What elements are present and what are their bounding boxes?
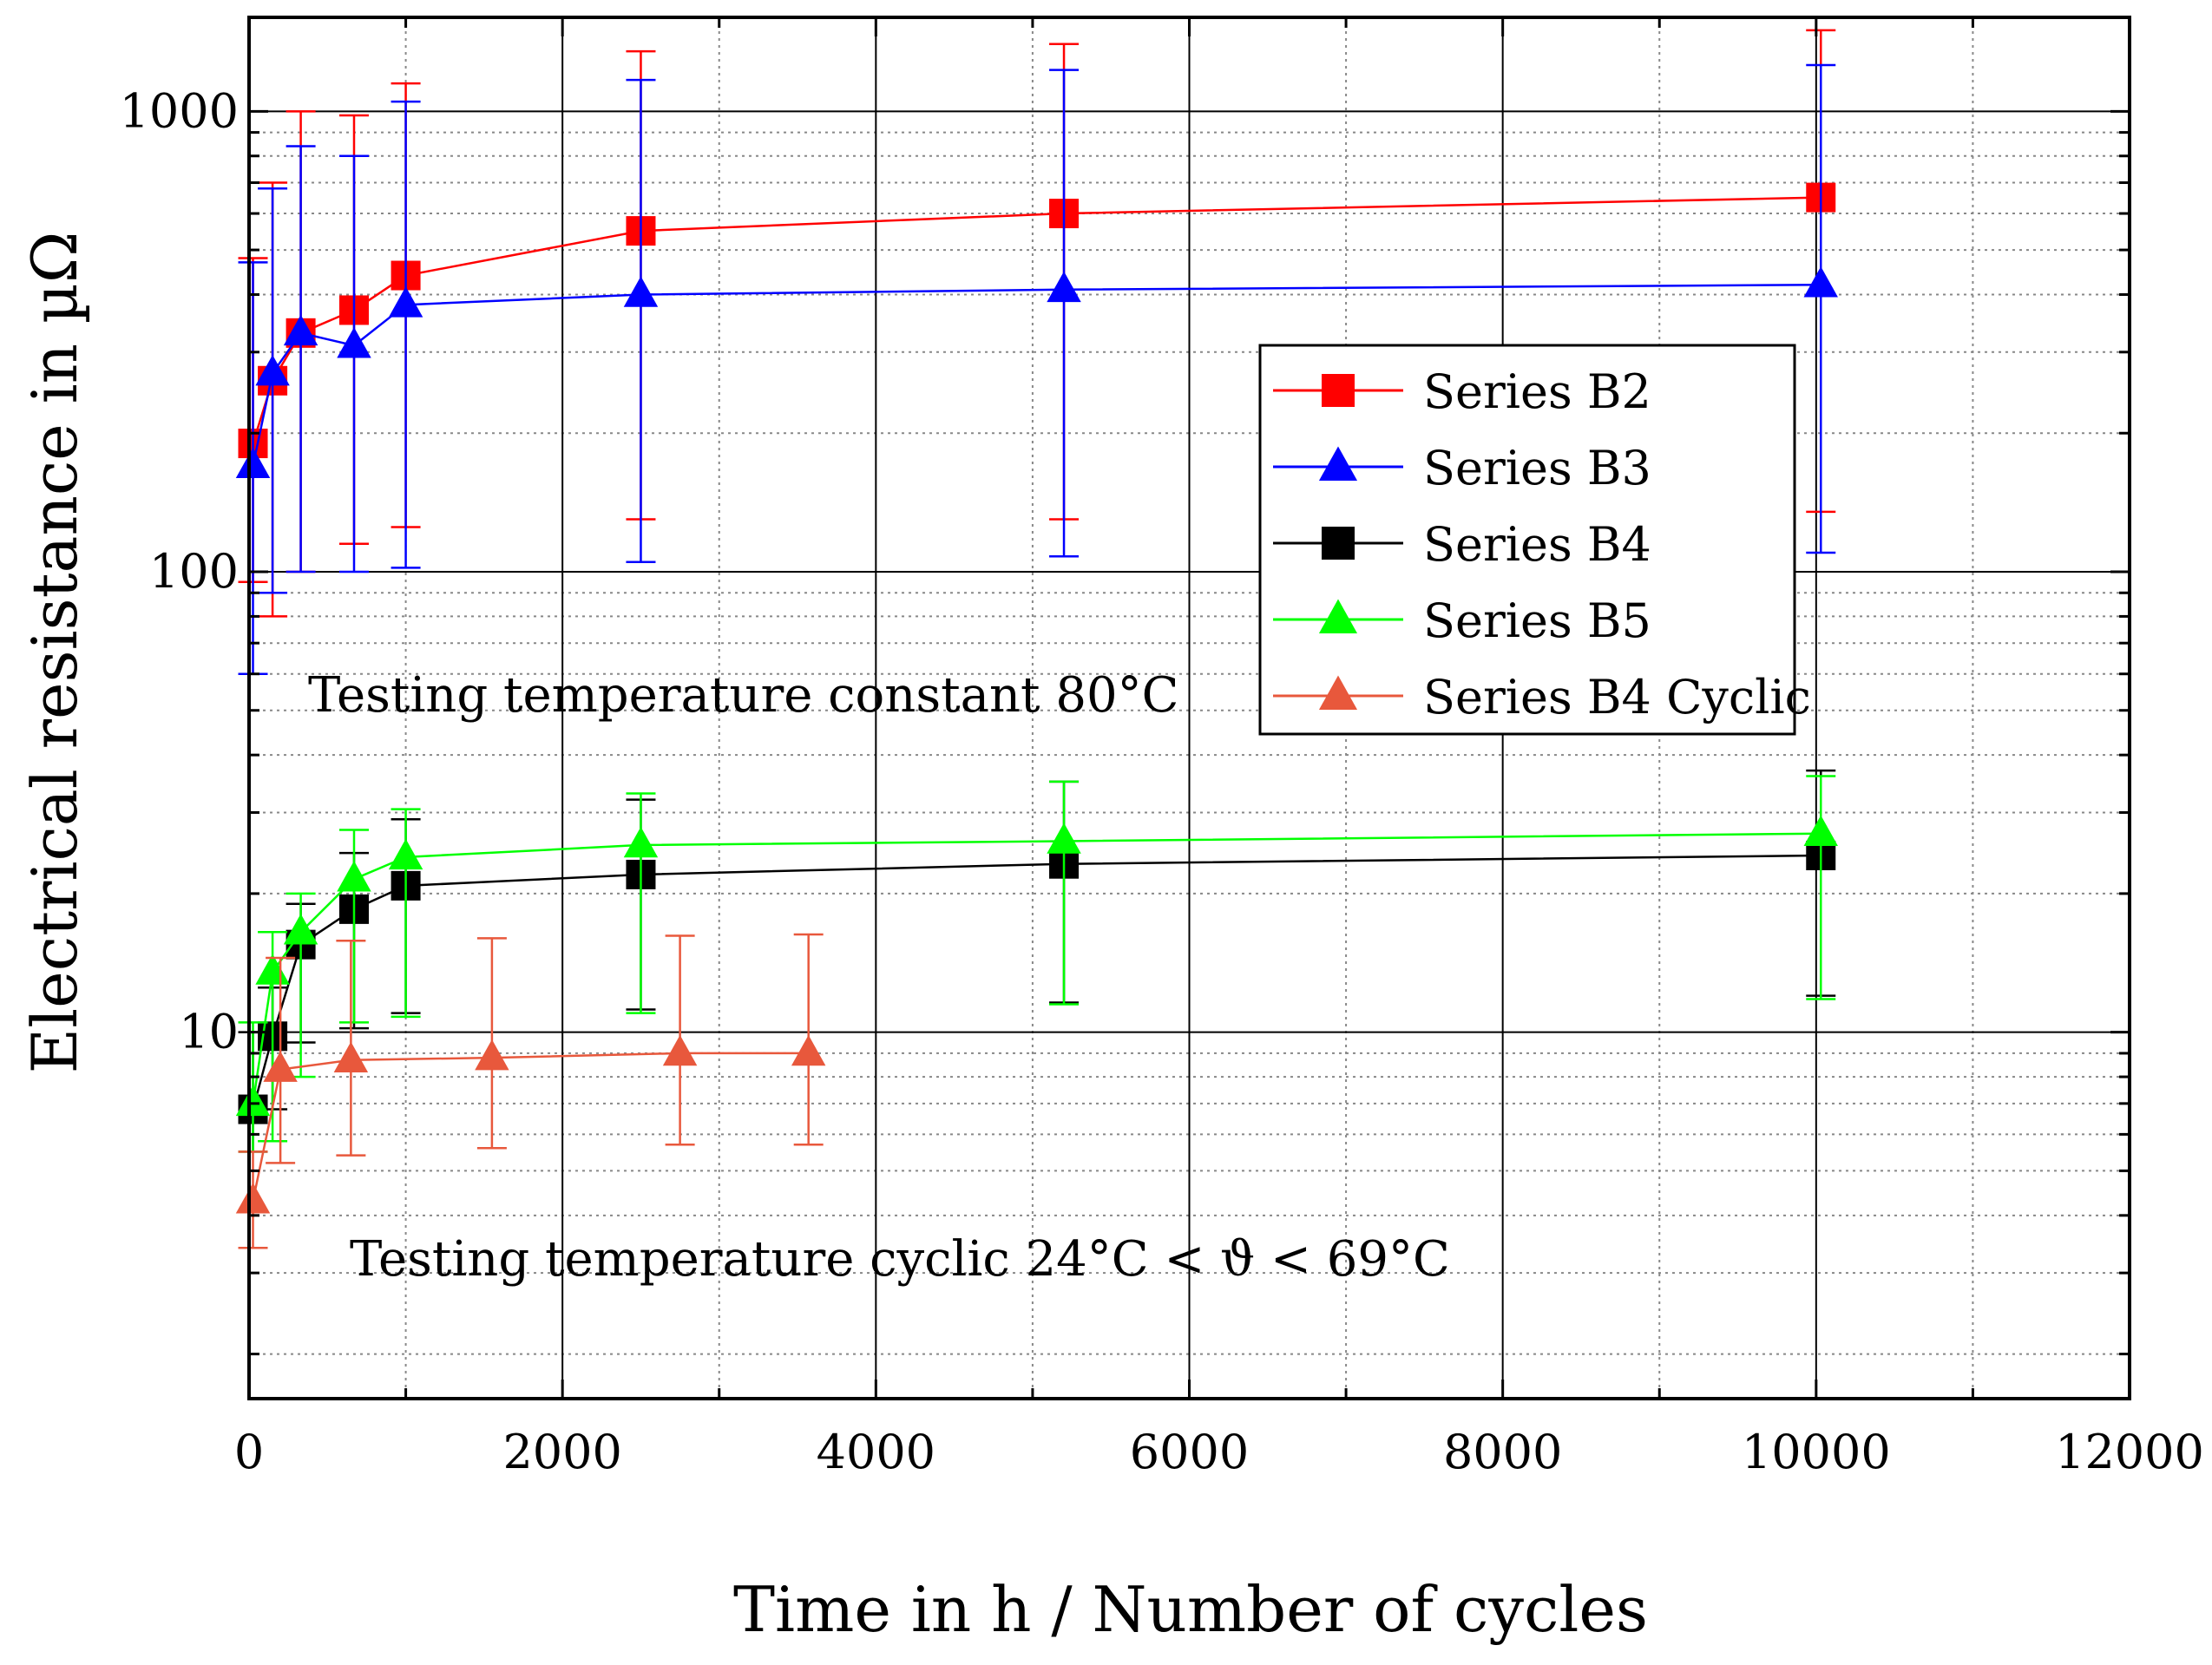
x-tick-label: 6000 [1130,1425,1249,1479]
legend-marker [1322,374,1355,407]
data-point [623,826,659,858]
data-point [1803,266,1838,298]
legend-item-series-b4-cyclic: Series B4 Cyclic [1273,670,1811,724]
annotation-cyclic-temperature: Testing temperature cyclic 24°C < ϑ < 69… [350,1231,1450,1288]
data-point [791,1034,826,1066]
legend-marker [1318,446,1358,481]
y-axis-title: Electrical resistance in µΩ [18,232,91,1074]
data-point [475,1039,509,1071]
data-point [263,1051,298,1082]
x-tick-label: 10000 [1742,1425,1891,1479]
legend-label: Series B4 [1423,517,1651,572]
y-tick-label: 10 [179,1005,239,1059]
data-point [337,327,371,358]
annotation-constant-temperature: Testing temperature constant 80°C [308,667,1178,724]
data-point [283,314,318,346]
data-point [623,276,659,307]
x-tick-labels: 0 2000 4000 6000 8000 10000 12000 [234,1425,2204,1479]
x-tick-label: 2000 [502,1425,621,1479]
series [235,29,1838,1249]
series-line [252,854,1821,1110]
x-axis-title: Time in h / Number of cycles [733,1573,1648,1646]
data-point [235,1183,271,1214]
data-point [388,838,423,870]
legend-marker [1318,675,1358,710]
data-point [1047,271,1081,303]
data-point [283,914,318,945]
data-point [333,1041,369,1073]
legend-label: Series B2 [1423,364,1651,419]
x-tick-label: 0 [234,1425,264,1479]
plot-frame [247,16,2131,1400]
legend-item-series-b2: Series B2 [1273,364,1651,419]
data-point [235,447,271,478]
legend-label: Series B3 [1423,441,1651,495]
series-series-b5 [235,775,1838,1153]
grid [249,17,2130,1399]
data-point [235,1085,271,1117]
legend-items: Series B2 Series B3 Series B4 Series B5 Seri… [1273,364,1811,724]
y-tick-label: 100 [149,544,239,599]
series-line [252,1052,809,1202]
legend-item-series-b3: Series B3 [1273,441,1651,495]
legend-item-series-b5: Series B5 [1273,593,1651,648]
series-series-b4-cyclic [235,933,826,1249]
data-point [1047,823,1081,854]
legend-marker [1318,599,1358,633]
annotations: Testing temperature constant 80°C Testin… [308,667,1450,1288]
x-tick-label: 8000 [1443,1425,1562,1479]
legend-item-series-b4: Series B4 [1273,517,1651,572]
data-point [388,286,423,318]
data-point [255,354,290,386]
x-tick-label: 4000 [817,1425,935,1479]
data-point [337,861,371,892]
y-tick-labels: 10 100 1000 [120,83,239,1059]
series-series-b3 [235,63,1838,675]
data-point [1803,815,1838,847]
legend-marker [1322,527,1355,560]
data-point [662,1034,698,1066]
y-tick-label: 1000 [120,83,239,138]
legend-label: Series B5 [1423,593,1651,648]
x-tick-label: 12000 [2055,1425,2204,1479]
legend-label: Series B4 Cyclic [1423,670,1811,724]
legend: Series B2 Series B3 Series B4 Series B5 Seri… [1258,344,1811,736]
